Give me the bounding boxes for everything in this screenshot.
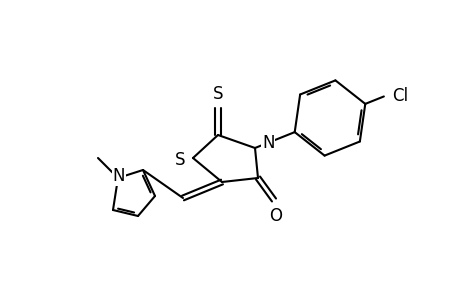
Text: N: N bbox=[262, 134, 274, 152]
Text: S: S bbox=[212, 85, 223, 103]
Text: N: N bbox=[112, 167, 125, 185]
Text: Cl: Cl bbox=[391, 88, 407, 106]
Text: S: S bbox=[174, 151, 185, 169]
Text: O: O bbox=[269, 207, 282, 225]
